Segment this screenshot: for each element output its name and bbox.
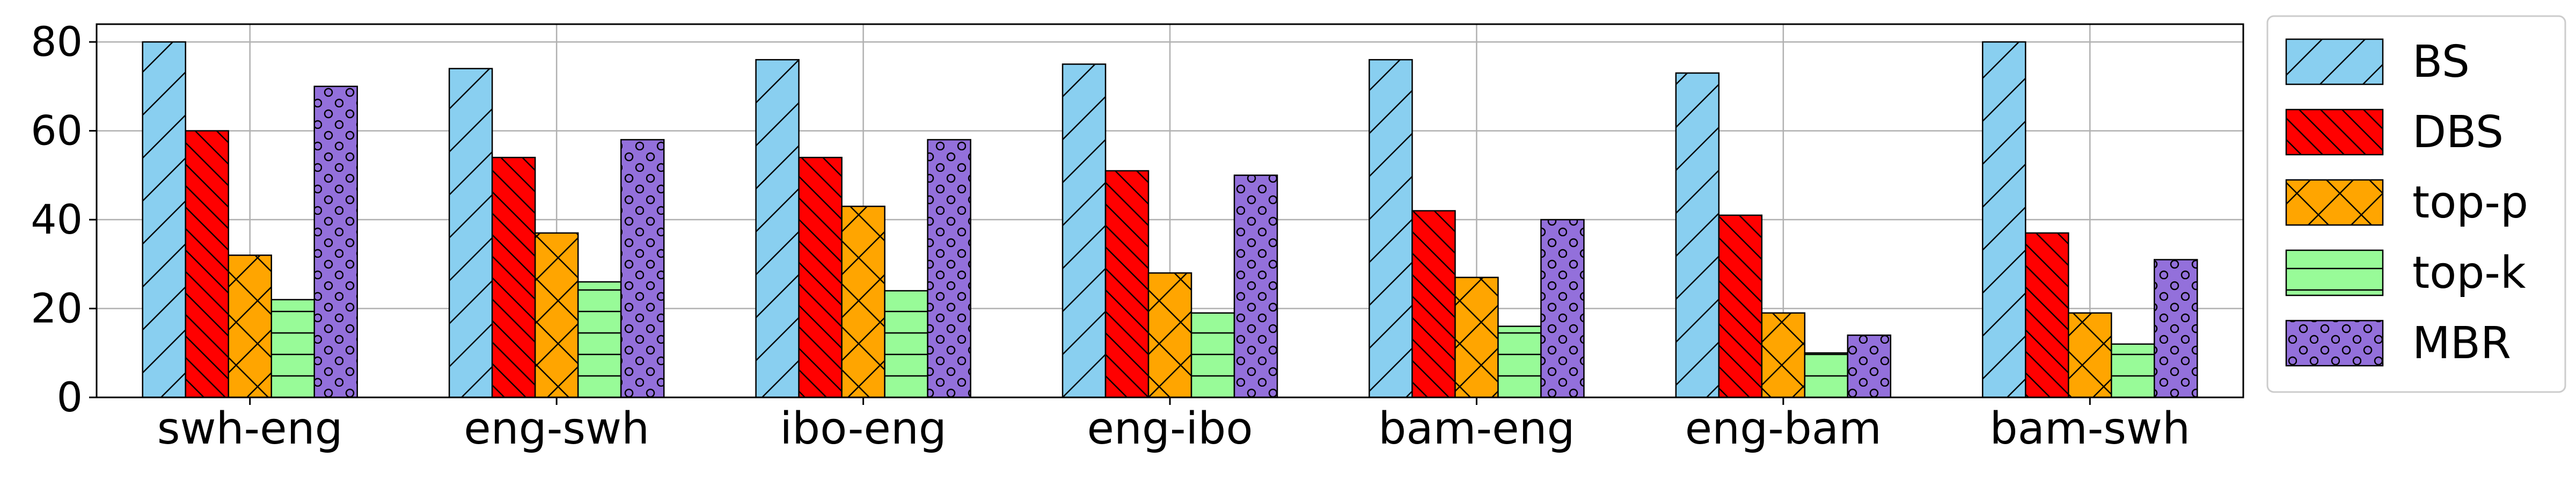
bar-top-p-eng-ibo bbox=[1147, 272, 1192, 398]
x-axis: swh-eng eng-swh ibo-eng eng-ibo bam-eng eng-b… bbox=[157, 397, 2190, 454]
bar-top-k-eng-ibo bbox=[1190, 312, 1235, 398]
bar-DBS-eng-bam bbox=[1718, 214, 1763, 398]
bar-top-k-ibo-eng bbox=[884, 290, 928, 398]
x-tick-label: bam-swh bbox=[1990, 403, 2191, 454]
bar-DBS-eng-ibo bbox=[1104, 170, 1150, 398]
bar-top-p-ibo-eng bbox=[841, 205, 885, 398]
x-tick-label: bam-eng bbox=[1378, 403, 1575, 454]
bar-BS-bam-swh bbox=[1982, 41, 2026, 398]
legend-swatch-DBS bbox=[2285, 108, 2384, 156]
x-tick-label: eng-ibo bbox=[1087, 403, 1253, 454]
bar-MBR-bam-eng bbox=[1540, 219, 1585, 398]
y-tick-label: 20 bbox=[31, 285, 83, 332]
bar-MBR-bam-swh bbox=[2154, 259, 2198, 398]
legend-label-top-p: top-p bbox=[2412, 177, 2528, 228]
bar-DBS-bam-swh bbox=[2025, 232, 2069, 398]
y-tick-label: 60 bbox=[31, 107, 83, 155]
bar-top-k-bam-eng bbox=[1497, 325, 1542, 398]
y-axis: 0 20 40 60 80 bbox=[31, 18, 97, 421]
legend-swatch-BS bbox=[2285, 38, 2384, 85]
legend-label-DBS: DBS bbox=[2412, 107, 2504, 158]
legend-swatch-top-k bbox=[2285, 249, 2384, 296]
x-tick-label: swh-eng bbox=[157, 403, 343, 454]
bar-BS-ibo-eng bbox=[755, 59, 800, 398]
legend-label-BS: BS bbox=[2412, 37, 2470, 88]
bar-top-k-eng-bam bbox=[1804, 352, 1849, 398]
y-tick-label: 40 bbox=[31, 195, 83, 243]
bar-top-k-eng-swh bbox=[577, 281, 622, 398]
bar-DBS-eng-swh bbox=[491, 156, 536, 398]
legend-label-MBR: MBR bbox=[2412, 318, 2511, 369]
bar-top-k-bam-swh bbox=[2111, 343, 2155, 398]
y-tick-label: 80 bbox=[31, 18, 83, 66]
bar-DBS-ibo-eng bbox=[798, 156, 843, 398]
bar-top-p-eng-bam bbox=[1761, 312, 1806, 398]
bar-BS-bam-eng bbox=[1368, 59, 1413, 398]
bar-DBS-swh-eng bbox=[185, 130, 229, 398]
bar-top-p-bam-swh bbox=[2068, 312, 2112, 398]
x-tick-label: eng-bam bbox=[1685, 403, 1882, 454]
bars bbox=[142, 41, 2198, 398]
bar-top-k-swh-eng bbox=[270, 299, 315, 398]
bar-MBR-eng-ibo bbox=[1233, 175, 1278, 398]
bar-top-p-swh-eng bbox=[228, 254, 272, 398]
bar-MBR-swh-eng bbox=[313, 85, 358, 398]
legend-label-top-k: top-k bbox=[2412, 248, 2526, 299]
legend-swatch-MBR bbox=[2285, 320, 2384, 367]
bar-top-p-bam-eng bbox=[1454, 277, 1499, 398]
y-tick-label: 0 bbox=[57, 373, 83, 421]
bar-MBR-eng-bam bbox=[1847, 334, 1892, 398]
bar-BS-eng-bam bbox=[1675, 72, 1720, 398]
bar-MBR-ibo-eng bbox=[927, 139, 971, 398]
legend-swatch-top-p bbox=[2285, 179, 2384, 226]
bar-top-p-eng-swh bbox=[534, 232, 579, 398]
legend: BS DBS top-p top-k MBR bbox=[2266, 15, 2566, 393]
bar-BS-eng-swh bbox=[448, 68, 493, 398]
bar-DBS-bam-eng bbox=[1411, 210, 1456, 398]
bar-BS-eng-ibo bbox=[1062, 63, 1107, 398]
x-tick-label: eng-swh bbox=[464, 403, 649, 454]
x-tick-label: ibo-eng bbox=[780, 403, 947, 454]
bar-MBR-eng-swh bbox=[620, 139, 665, 398]
bar-BS-swh-eng bbox=[142, 41, 186, 398]
